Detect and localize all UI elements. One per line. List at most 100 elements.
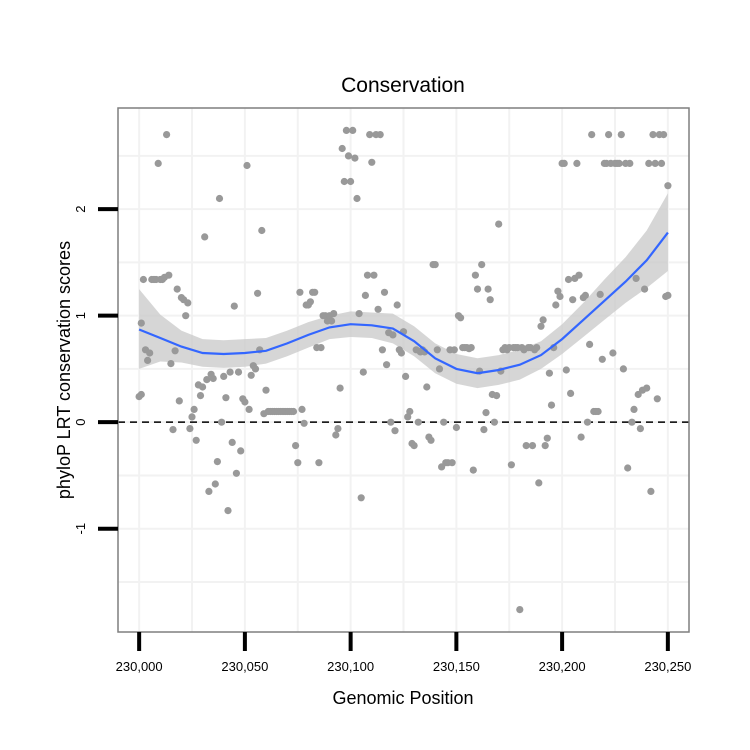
data-point — [137, 390, 145, 399]
data-point — [588, 131, 596, 139]
data-point — [547, 401, 556, 409]
data-point — [254, 289, 262, 297]
data-point — [306, 298, 314, 306]
data-point — [359, 368, 367, 376]
x-tick-label: 230,050 — [221, 659, 268, 674]
data-point — [556, 292, 564, 301]
data-point — [427, 436, 435, 444]
data-point — [355, 310, 363, 318]
y-tick-label: -1 — [73, 523, 88, 535]
data-point — [144, 356, 152, 364]
data-point — [226, 368, 234, 376]
smooth-line-group — [138, 231, 669, 375]
data-point — [567, 389, 575, 397]
y-axis: -1 0 1 2 — [73, 206, 118, 535]
data-point — [541, 442, 549, 450]
data-point — [203, 376, 211, 384]
data-point — [224, 507, 232, 515]
x-tick-label: 230,200 — [539, 659, 586, 674]
data-point — [573, 159, 581, 167]
data-point — [351, 154, 359, 162]
data-point — [617, 131, 625, 139]
x-axis: 230,000 230,050 230,100 230,150 230,200 230,2… — [116, 632, 691, 674]
data-point — [205, 487, 213, 495]
data-point — [232, 469, 240, 477]
data-point — [294, 459, 302, 467]
data-point — [139, 275, 147, 284]
data-point — [175, 397, 183, 405]
x-tick-label: 230,100 — [327, 659, 374, 674]
smooth-line — [138, 231, 669, 375]
data-point — [169, 426, 177, 434]
data-point — [473, 285, 482, 293]
data-point — [330, 310, 338, 318]
data-point — [251, 365, 260, 373]
data-point — [495, 220, 503, 228]
data-point — [583, 418, 592, 426]
data-point — [363, 271, 372, 279]
data-point — [404, 413, 412, 421]
data-point — [562, 366, 570, 374]
data-point — [199, 383, 207, 391]
data-point — [516, 606, 524, 614]
data-point — [619, 365, 628, 373]
data-point — [378, 346, 386, 354]
data-point — [218, 418, 226, 426]
data-point — [370, 271, 378, 279]
data-point — [450, 346, 458, 354]
data-point — [387, 418, 395, 426]
data-point — [397, 349, 405, 357]
data-point — [220, 372, 228, 380]
confidence-band-group — [139, 193, 668, 389]
data-point — [493, 392, 501, 400]
x-tick-label: 230,250 — [644, 659, 691, 674]
data-point — [402, 372, 410, 380]
data-point — [173, 285, 181, 293]
data-point — [594, 407, 602, 416]
data-point — [490, 418, 498, 426]
data-point — [211, 480, 219, 488]
data-point — [342, 126, 350, 134]
data-point — [228, 438, 236, 446]
data-point — [184, 299, 192, 307]
data-point — [328, 317, 336, 325]
data-point — [431, 261, 439, 269]
data-point — [258, 226, 266, 235]
x-tick-label: 230,000 — [116, 659, 163, 674]
data-point — [340, 177, 348, 186]
data-point — [528, 442, 537, 450]
data-point — [230, 302, 238, 310]
data-point — [598, 355, 606, 363]
data-point — [171, 347, 179, 355]
confidence-band — [139, 193, 668, 389]
data-point — [317, 344, 325, 352]
y-tick-label: 2 — [73, 206, 88, 213]
data-point — [353, 194, 361, 203]
data-point — [543, 434, 551, 442]
grid-lines — [118, 108, 689, 632]
data-point — [414, 418, 422, 426]
data-point — [626, 159, 634, 167]
data-point — [596, 290, 604, 298]
data-point — [615, 159, 623, 167]
data-point — [586, 340, 594, 348]
data-point — [357, 494, 365, 502]
data-point — [628, 418, 636, 426]
y-tick-label: 1 — [73, 312, 88, 319]
data-point — [296, 288, 304, 296]
data-point — [469, 466, 477, 474]
data-point — [389, 331, 397, 339]
data-point — [338, 144, 346, 153]
data-point — [245, 405, 253, 413]
data-point — [163, 131, 171, 139]
data-point — [560, 159, 568, 167]
data-point — [222, 394, 230, 402]
data-point — [423, 383, 431, 391]
data-point — [581, 291, 590, 299]
data-point — [201, 233, 209, 241]
data-point — [262, 386, 270, 394]
data-point — [657, 159, 666, 167]
data-point — [192, 436, 200, 444]
data-point — [484, 285, 492, 293]
